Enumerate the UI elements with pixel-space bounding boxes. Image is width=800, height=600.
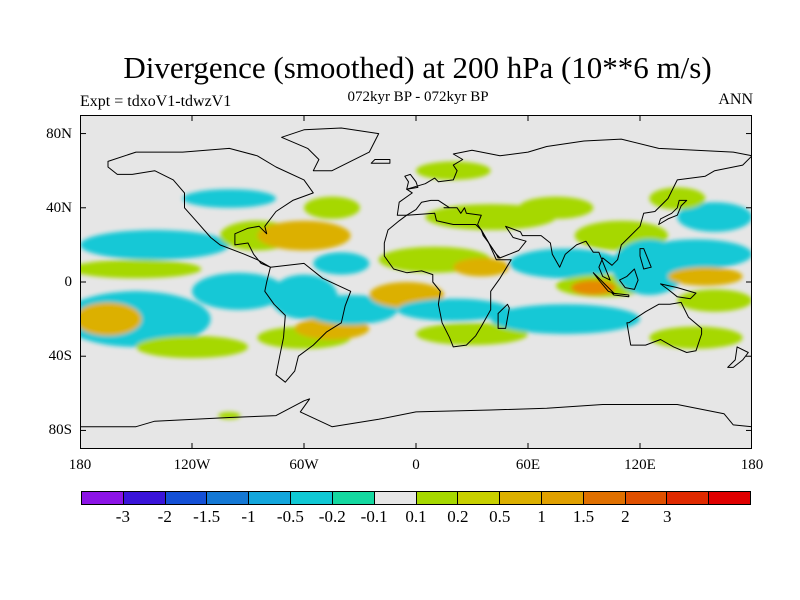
colorbar-label: 0.2 — [447, 507, 469, 526]
coastlines — [80, 127, 752, 449]
field-blob — [677, 202, 752, 232]
lat-label: 80S — [48, 422, 72, 439]
colorbar-label: 3 — [663, 507, 672, 526]
field-blob — [80, 302, 142, 336]
field-blob — [136, 335, 248, 359]
colorbar-box — [458, 492, 501, 504]
map-panel — [79, 115, 753, 449]
colorbar-box — [709, 492, 750, 504]
colorbar-label: -1 — [241, 507, 256, 526]
field-blob — [416, 161, 491, 180]
colorbar-label: -0.1 — [360, 507, 388, 526]
colorbar-label: -3 — [115, 507, 130, 526]
field-blob — [649, 187, 706, 210]
colorbar-label: -0.2 — [318, 507, 346, 526]
field-blob — [313, 252, 370, 275]
lon-label: 180 — [68, 457, 92, 473]
map-canvas — [79, 115, 753, 449]
divergence-field — [80, 161, 752, 420]
lon-label: 0 — [412, 457, 420, 473]
lon-label: 120W — [173, 457, 211, 473]
land-australia — [626, 301, 703, 353]
field-blob — [397, 298, 510, 321]
field-blob — [257, 220, 351, 251]
colorbar-label: 1.5 — [572, 507, 595, 526]
land-java — [611, 292, 630, 298]
colorbar-box — [207, 492, 250, 504]
colorbar-label: 2 — [621, 507, 630, 526]
lon-label: 120E — [624, 457, 656, 473]
colorbar-box — [123, 492, 166, 504]
lon-label: 60E — [515, 457, 541, 473]
land-africa — [383, 212, 512, 348]
land-japan — [658, 199, 688, 225]
field-blob — [182, 189, 276, 208]
land-antarctica — [80, 398, 752, 449]
field-blob — [453, 257, 510, 277]
field-blob — [518, 196, 594, 219]
colorbar-box — [165, 492, 208, 504]
lon-label: 60W — [289, 457, 319, 473]
colorbar-box — [583, 492, 626, 504]
colorbar-label: 0.5 — [489, 507, 511, 526]
land-north-america — [107, 147, 314, 268]
colorbar-box — [332, 492, 375, 504]
lat-label: 80N — [46, 125, 72, 142]
land-iceland — [370, 159, 391, 164]
field-blob — [192, 272, 286, 310]
field-blob — [304, 196, 360, 219]
land-madagascar — [497, 303, 510, 329]
field-blob — [490, 304, 640, 334]
field-blob — [570, 280, 616, 295]
land-new-guinea — [660, 283, 697, 300]
field-blob — [304, 294, 398, 325]
land-new-zealand — [727, 346, 749, 368]
colorbar-box — [374, 492, 417, 504]
land-arabia-red-sea-gap — [480, 229, 501, 259]
lat-label: 0 — [64, 274, 73, 290]
plot-title: Divergence (smoothed) at 200 hPa (10**6 … — [123, 50, 712, 85]
field-blob — [668, 267, 743, 286]
land-eurasia — [396, 138, 752, 281]
experiment-label: Expt = tdxoV1-tdwzV1 — [80, 93, 232, 110]
colorbar-label: -1.5 — [193, 507, 221, 526]
plot-subtitle: 072kyr BP - 072kyr BP — [347, 89, 489, 105]
field-blob — [640, 239, 752, 270]
colorbar-box — [82, 492, 124, 504]
field-blob — [80, 230, 230, 260]
colorbar-label: -2 — [157, 507, 172, 526]
field-blob — [649, 326, 743, 349]
colorbar-box — [541, 492, 584, 504]
land-philippines — [639, 248, 652, 270]
colorbar-box — [500, 492, 542, 504]
colorbar-label: -0.5 — [276, 507, 304, 526]
field-blob — [509, 248, 622, 279]
colorbar-box — [291, 492, 333, 504]
field-blob — [677, 289, 752, 312]
lon-label: 180 — [740, 457, 764, 473]
colorbar-box — [249, 492, 292, 504]
colorbar-label: 0.1 — [405, 507, 427, 526]
colorbar-box — [667, 492, 710, 504]
land-borneo — [619, 268, 639, 290]
colorbar-label: 1 — [537, 507, 546, 526]
land-greenland — [281, 127, 380, 172]
lat-label: 40S — [48, 348, 72, 365]
land-south-america — [264, 262, 352, 383]
colorbar — [81, 491, 751, 505]
lat-label: 40N — [46, 199, 72, 216]
season-label: ANN — [718, 91, 753, 108]
colorbar-box — [416, 492, 459, 504]
land-uk — [404, 173, 419, 190]
colorbar-box — [625, 492, 668, 504]
field-blob — [80, 259, 202, 279]
